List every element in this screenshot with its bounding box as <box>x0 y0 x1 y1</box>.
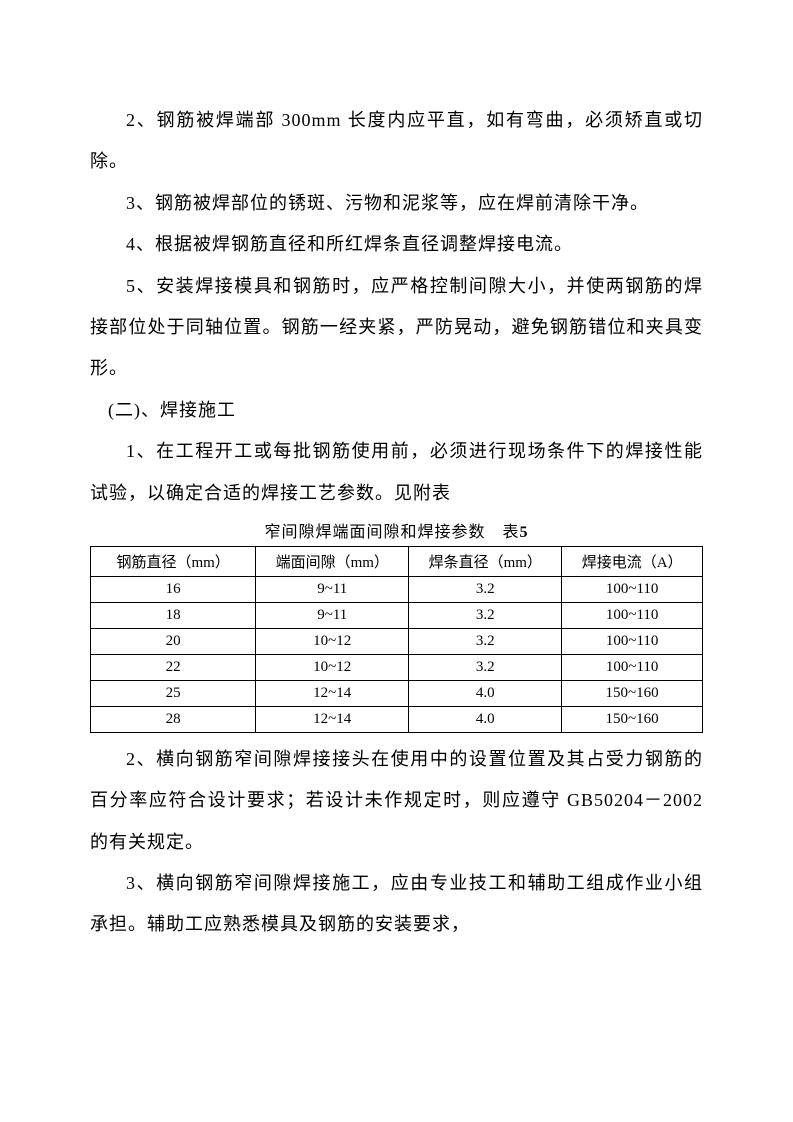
table-cell: 3.2 <box>409 576 562 602</box>
table-cell: 18 <box>91 602 256 628</box>
paragraph-item-welding-1: 1、在工程开工或每批钢筋使用前，必须进行现场条件下的焊接性能试验，以确定合适的焊… <box>90 431 703 514</box>
table-cell: 150~160 <box>562 680 703 706</box>
table-cell: 9~11 <box>256 602 409 628</box>
table-body: 16 9~11 3.2 100~110 18 9~11 3.2 100~110 … <box>91 576 703 732</box>
table-cell: 16 <box>91 576 256 602</box>
welding-parameters-table: 钢筋直径（mm） 端面间隙（mm） 焊条直径（mm） 焊接电流（A） 16 9~… <box>90 546 703 733</box>
table-row: 25 12~14 4.0 150~160 <box>91 680 703 706</box>
table-cell: 25 <box>91 680 256 706</box>
table-row: 20 10~12 3.2 100~110 <box>91 628 703 654</box>
paragraph-item-welding-2: 2、横向钢筋窄间隙焊接接头在使用中的设置位置及其占受力钢筋的百分率应符合设计要求… <box>90 739 703 863</box>
table-row: 16 9~11 3.2 100~110 <box>91 576 703 602</box>
table-cell: 28 <box>91 706 256 732</box>
table-cell: 20 <box>91 628 256 654</box>
table-caption-text: 窄间隙焊端面间隙和焊接参数 表 <box>264 524 519 541</box>
table-cell: 100~110 <box>562 628 703 654</box>
table-caption-number: 5 <box>520 524 529 541</box>
table-cell: 100~110 <box>562 576 703 602</box>
paragraph-item-2: 2、钢筋被焊端部 300mm 长度内应平直，如有弯曲，必须矫直或切除。 <box>90 100 703 183</box>
table-cell: 12~14 <box>256 706 409 732</box>
table-cell: 9~11 <box>256 576 409 602</box>
table-header-diameter: 钢筋直径（mm） <box>91 546 256 576</box>
table-cell: 100~110 <box>562 654 703 680</box>
table-row: 28 12~14 4.0 150~160 <box>91 706 703 732</box>
table-row: 22 10~12 3.2 100~110 <box>91 654 703 680</box>
table-header-electrode: 焊条直径（mm） <box>409 546 562 576</box>
table-cell: 10~12 <box>256 654 409 680</box>
table-header-row: 钢筋直径（mm） 端面间隙（mm） 焊条直径（mm） 焊接电流（A） <box>91 546 703 576</box>
paragraph-item-welding-3: 3、横向钢筋窄间隙焊接施工，应由专业技工和辅助工组成作业小组承担。辅助工应熟悉模… <box>90 863 703 946</box>
table-cell: 4.0 <box>409 706 562 732</box>
table-cell: 3.2 <box>409 602 562 628</box>
table-cell: 10~12 <box>256 628 409 654</box>
table-header-current: 焊接电流（A） <box>562 546 703 576</box>
table-cell: 4.0 <box>409 680 562 706</box>
table-cell: 22 <box>91 654 256 680</box>
table-row: 18 9~11 3.2 100~110 <box>91 602 703 628</box>
table-cell: 150~160 <box>562 706 703 732</box>
table-cell: 3.2 <box>409 628 562 654</box>
table-caption: 窄间隙焊端面间隙和焊接参数 表5 <box>90 518 703 542</box>
table-cell: 100~110 <box>562 602 703 628</box>
table-cell: 12~14 <box>256 680 409 706</box>
table-cell: 3.2 <box>409 654 562 680</box>
paragraph-item-4: 4、根据被焊钢筋直径和所红焊条直径调整焊接电流。 <box>90 224 703 265</box>
paragraph-item-5: 5、安装焊接模具和钢筋时，应严格控制间隙大小，并使两钢筋的焊接部位处于同轴位置。… <box>90 266 703 390</box>
table-header-gap: 端面间隙（mm） <box>256 546 409 576</box>
section-heading-welding: (二)、焊接施工 <box>90 390 703 431</box>
paragraph-item-3: 3、钢筋被焊部位的锈斑、污物和泥浆等，应在焊前清除干净。 <box>90 183 703 224</box>
